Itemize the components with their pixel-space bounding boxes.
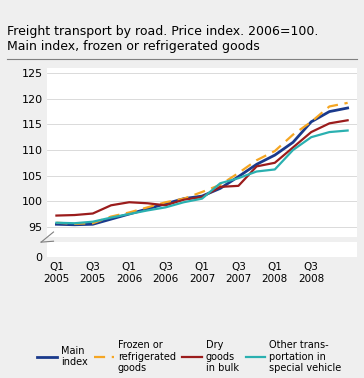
Main
index — [236, 174, 241, 179]
Other trans-
portation in
special vehicle — [218, 181, 222, 186]
Main
index — [182, 197, 186, 201]
Main
index — [91, 222, 95, 226]
Other trans-
portation in
special vehicle — [163, 205, 168, 210]
Other trans-
portation in
special vehicle — [72, 221, 77, 226]
Frozen or
refrigerated
goods — [91, 221, 95, 226]
Dry
goods
in bulk — [309, 130, 313, 134]
Dry
goods
in bulk — [345, 118, 350, 122]
Frozen or
refrigerated
goods — [54, 220, 59, 225]
Frozen or
refrigerated
goods — [345, 101, 350, 105]
Main
index — [254, 162, 259, 167]
Dry
goods
in bulk — [145, 201, 150, 206]
Main
index — [273, 153, 277, 157]
Other trans-
portation in
special vehicle — [254, 169, 259, 174]
Other trans-
portation in
special vehicle — [200, 197, 204, 201]
Line: Main
index: Main index — [56, 108, 348, 225]
Main
index — [218, 186, 222, 191]
Frozen or
refrigerated
goods — [291, 132, 295, 137]
Main
index — [109, 217, 113, 222]
Frozen or
refrigerated
goods — [273, 149, 277, 153]
Other trans-
portation in
special vehicle — [327, 130, 332, 134]
Frozen or
refrigerated
goods — [218, 183, 222, 187]
Main
index — [327, 109, 332, 114]
Dry
goods
in bulk — [273, 161, 277, 165]
Main
index — [309, 119, 313, 124]
Main
index — [127, 212, 131, 216]
Legend: Main
index, Frozen or
refrigerated
goods, Dry
goods
in bulk, Other trans-
portat: Main index, Frozen or refrigerated goods… — [37, 340, 341, 373]
Dry
goods
in bulk — [163, 203, 168, 208]
Other trans-
portation in
special vehicle — [291, 148, 295, 152]
Main
index — [163, 201, 168, 206]
Frozen or
refrigerated
goods — [109, 214, 113, 219]
Main
index — [291, 140, 295, 144]
Other trans-
portation in
special vehicle — [273, 167, 277, 172]
Dry
goods
in bulk — [200, 195, 204, 199]
Line: Dry
goods
in bulk: Dry goods in bulk — [56, 120, 348, 215]
Other trans-
portation in
special vehicle — [345, 128, 350, 133]
Frozen or
refrigerated
goods — [309, 119, 313, 124]
Main
index — [72, 223, 77, 227]
Other trans-
portation in
special vehicle — [91, 220, 95, 224]
Dry
goods
in bulk — [127, 200, 131, 204]
Frozen or
refrigerated
goods — [236, 171, 241, 175]
Other trans-
portation in
special vehicle — [54, 220, 59, 225]
Dry
goods
in bulk — [182, 197, 186, 202]
Dry
goods
in bulk — [236, 184, 241, 188]
Dry
goods
in bulk — [54, 213, 59, 218]
Frozen or
refrigerated
goods — [72, 222, 77, 226]
Other trans-
portation in
special vehicle — [145, 208, 150, 213]
Dry
goods
in bulk — [109, 203, 113, 208]
Frozen or
refrigerated
goods — [182, 197, 186, 201]
Main
index — [200, 194, 204, 198]
Main
index — [145, 207, 150, 211]
Other trans-
portation in
special vehicle — [182, 200, 186, 204]
Frozen or
refrigerated
goods — [163, 200, 168, 204]
Dry
goods
in bulk — [327, 121, 332, 125]
Line: Other trans-
portation in
special vehicle: Other trans- portation in special vehicl… — [56, 130, 348, 223]
Other trans-
portation in
special vehicle — [127, 212, 131, 216]
Line: Frozen or
refrigerated
goods: Frozen or refrigerated goods — [56, 103, 348, 224]
Dry
goods
in bulk — [291, 145, 295, 150]
Main
index — [345, 106, 350, 110]
Dry
goods
in bulk — [72, 213, 77, 217]
Other trans-
portation in
special vehicle — [236, 176, 241, 180]
Text: Freight transport by road. Price index. 2006=100.
Main index, frozen or refriger: Freight transport by road. Price index. … — [7, 25, 318, 53]
Dry
goods
in bulk — [254, 164, 259, 169]
Frozen or
refrigerated
goods — [127, 210, 131, 215]
Frozen or
refrigerated
goods — [145, 205, 150, 210]
Frozen or
refrigerated
goods — [200, 190, 204, 194]
Dry
goods
in bulk — [218, 184, 222, 189]
Dry
goods
in bulk — [91, 211, 95, 216]
Frozen or
refrigerated
goods — [254, 158, 259, 163]
Other trans-
portation in
special vehicle — [309, 135, 313, 139]
Main
index — [54, 222, 59, 226]
Frozen or
refrigerated
goods — [327, 104, 332, 109]
Other trans-
portation in
special vehicle — [109, 215, 113, 220]
